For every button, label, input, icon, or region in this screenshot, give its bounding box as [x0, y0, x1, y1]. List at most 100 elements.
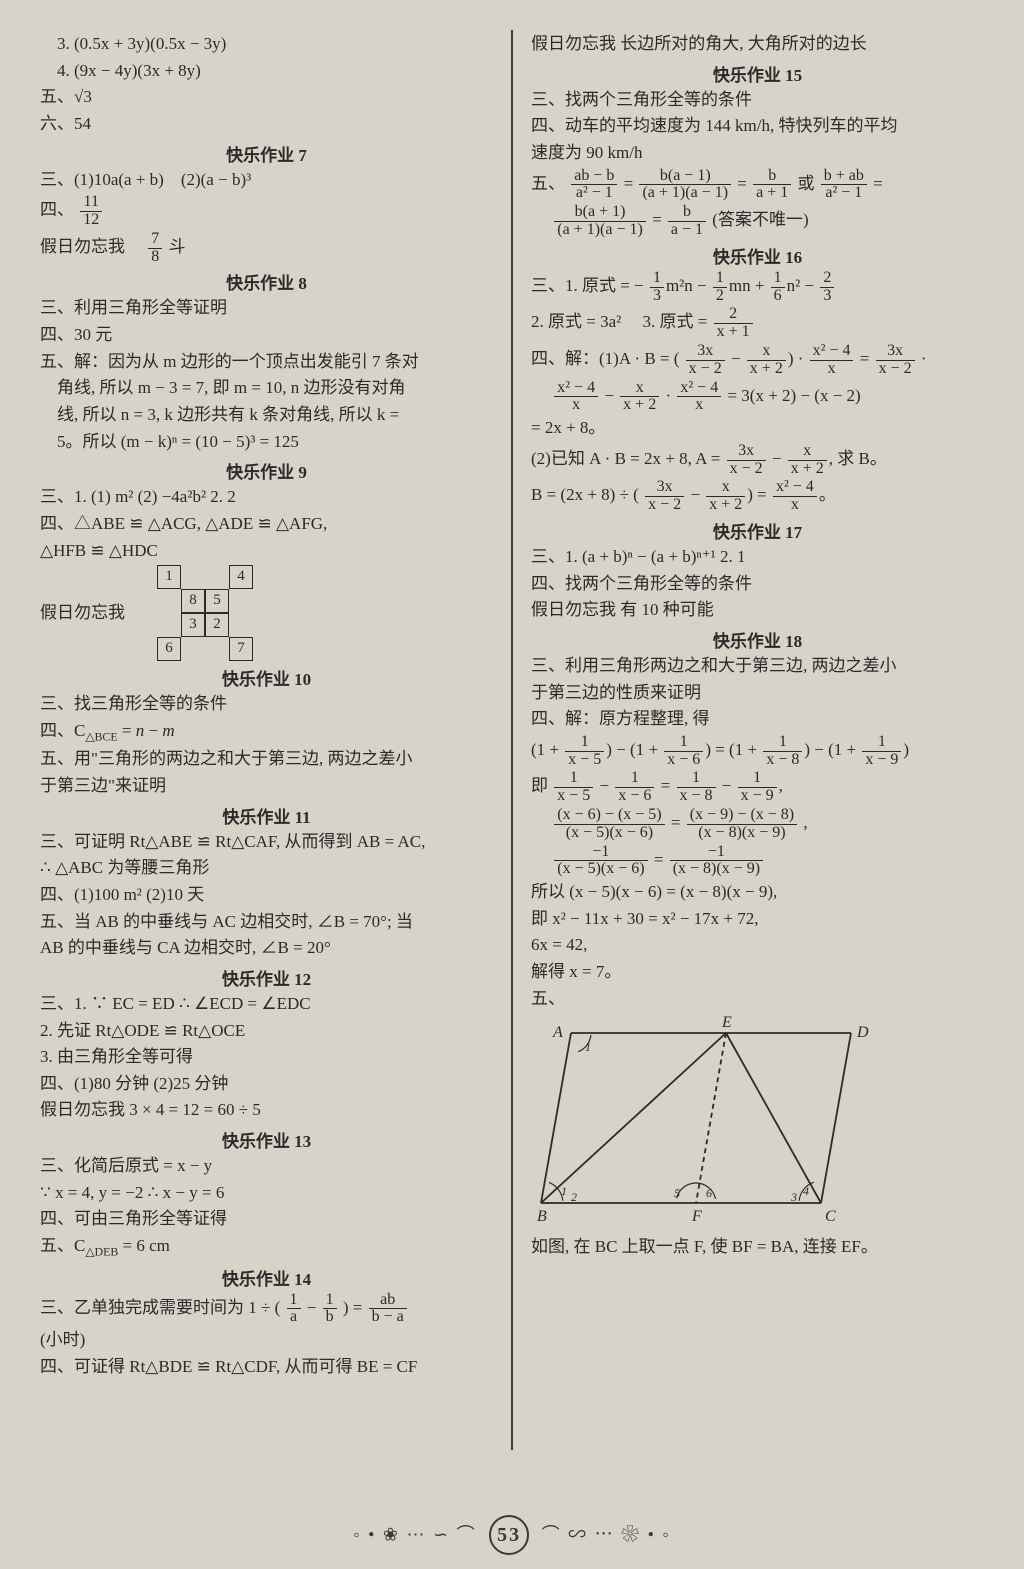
text: 三、利用三角形全等证明 [40, 296, 493, 321]
svg-text:1: 1 [561, 1184, 567, 1198]
fraction: b + aba² − 1 [821, 168, 867, 203]
text: ∵ x = 4, y = −2 ∴ x − y = 6 [40, 1181, 493, 1206]
ornament-icon: ◦ • ❀ ⋯ ∽ ⌒ [353, 1525, 476, 1545]
text: 三、(1)10a(a + b) (2)(a − b)³ [40, 168, 493, 193]
text: 5。所以 (m − k)ⁿ = (10 − 5)³ = 125 [40, 430, 493, 455]
text: 3. (0.5x + 3y)(0.5x − 3y) [40, 32, 493, 57]
text: 假日勿忘我 14853267 [40, 565, 493, 661]
fraction: 78 [148, 231, 162, 266]
heading-hw13: 快乐作业 13 [40, 1127, 493, 1152]
heading-hw8: 快乐作业 8 [40, 269, 493, 294]
text: 五、 ab − ba² − 1 = b(a − 1)(a + 1)(a − 1)… [531, 168, 984, 203]
fraction: ab − ba² − 1 [571, 168, 617, 203]
text: 2. 原式 = 3a² 3. 原式 = 2x + 1 [531, 306, 984, 341]
fraction: 1b [323, 1292, 337, 1327]
text: 假日勿忘我 3 × 4 = 12 = 60 ÷ 5 [40, 1098, 493, 1123]
page-number: 53 [489, 1515, 529, 1555]
text: 假日勿忘我 78 斗 [40, 231, 493, 266]
heading-hw18: 快乐作业 18 [531, 627, 984, 652]
ornament-icon: ⌒ ∽ ⋯ ❀ • ◦ [542, 1525, 671, 1545]
geometry-diagram: ADBCEF1234561 [531, 1013, 984, 1233]
fraction: 1a [287, 1292, 301, 1327]
heading-hw12: 快乐作业 12 [40, 965, 493, 990]
fraction: 23 [820, 270, 834, 305]
text: 三、找三角形全等的条件 [40, 692, 493, 717]
text: 五、 [531, 987, 984, 1012]
text: b(a + 1)(a + 1)(a − 1) = ba − 1 (答案不唯一) [531, 204, 984, 239]
svg-text:3: 3 [790, 1190, 797, 1204]
text: 三、化简后原式 = x − y [40, 1154, 493, 1179]
fraction: 16 [771, 270, 785, 305]
text: 假日勿忘我 长边所对的角大, 大角所对的边长 [531, 32, 984, 57]
text: 如图, 在 BC 上取一点 F, 使 BF = BA, 连接 EF。 [531, 1235, 984, 1260]
svg-text:4: 4 [803, 1184, 809, 1198]
svg-text:5: 5 [674, 1186, 680, 1200]
svg-text:2: 2 [571, 1190, 577, 1204]
text: 四、(1)100 m² (2)10 天 [40, 883, 493, 908]
text: 五、√3 [40, 85, 493, 110]
text: 五、解：因为从 m 边形的一个顶点出发能引 7 条对 [40, 350, 493, 375]
fraction: 2x + 1 [714, 306, 753, 341]
text: 四、找两个三角形全等的条件 [531, 572, 984, 597]
fraction: 1112 [80, 194, 102, 229]
right-column: 假日勿忘我 长边所对的角大, 大角所对的边长 快乐作业 15 三、找两个三角形全… [531, 30, 984, 1450]
svg-text:F: F [691, 1208, 702, 1225]
fraction: b(a + 1)(a + 1)(a − 1) [554, 204, 646, 239]
number-grid: 14853267 [133, 565, 277, 661]
svg-text:B: B [537, 1208, 547, 1225]
fraction: b(a − 1)(a + 1)(a − 1) [639, 168, 731, 203]
text: 三、可证明 Rt△ABE ≌ Rt△CAF, 从而得到 AB = AC, [40, 830, 493, 855]
text: 所以 (x − 5)(x − 6) = (x − 8)(x − 9), [531, 880, 984, 905]
text: = 2x + 8。 [531, 416, 984, 441]
text: 五、用"三角形的两边之和大于第三边, 两边之差小 [40, 747, 493, 772]
text: 四、C△BCE = n − m [40, 719, 493, 746]
text: (小时) [40, 1328, 493, 1353]
heading-hw14: 快乐作业 14 [40, 1265, 493, 1290]
heading-hw15: 快乐作业 15 [531, 61, 984, 86]
text: 假日勿忘我 有 10 种可能 [531, 598, 984, 623]
svg-text:A: A [552, 1024, 563, 1041]
text: 四、解：(1)A · B = ( 3xx − 2 − xx + 2) · x² … [531, 343, 984, 378]
left-column: 3. (0.5x + 3y)(0.5x − 3y) 4. (9x − 4y)(3… [40, 30, 493, 1450]
text: (2)已知 A · B = 2x + 8, A = 3xx − 2 − xx +… [531, 443, 984, 478]
text: 即 1x − 5 − 1x − 6 = 1x − 8 − 1x − 9, [531, 770, 984, 805]
text: AB 的中垂线与 CA 边相交时, ∠B = 20° [40, 936, 493, 961]
text: 三、1. (1) m² (2) −4a²b² 2. 2 [40, 485, 493, 510]
fraction: 12 [713, 270, 727, 305]
text: B = (2x + 8) ÷ ( 3xx − 2 − xx + 2) = x² … [531, 479, 984, 514]
text: 四、解：原方程整理, 得 [531, 707, 984, 732]
text: 五、C△DEB = 6 cm [40, 1234, 493, 1261]
text: 2. 先证 Rt△ODE ≌ Rt△OCE [40, 1019, 493, 1044]
page-footer: ◦ • ❀ ⋯ ∽ ⌒ 53 ⌒ ∽ ⋯ ❀ • ◦ [0, 1515, 1024, 1555]
svg-text:E: E [721, 1014, 732, 1031]
heading-hw10: 快乐作业 10 [40, 665, 493, 690]
text: 三、1. ∵ EC = ED ∴ ∠ECD = ∠EDC [40, 992, 493, 1017]
text: 四、 1112 [40, 194, 493, 229]
text: 四、△ABE ≌ △ACG, △ADE ≌ △AFG, [40, 512, 493, 537]
svg-text:C: C [825, 1208, 836, 1225]
text: 速度为 90 km/h [531, 141, 984, 166]
svg-text:D: D [856, 1024, 869, 1041]
text: 3. 由三角形全等可得 [40, 1045, 493, 1070]
fraction: ba − 1 [668, 204, 706, 239]
text: 于第三边"来证明 [40, 774, 493, 799]
text: x² − 4x − xx + 2 · x² − 4x = 3(x + 2) − … [531, 380, 984, 415]
text: 于第三边的性质来证明 [531, 681, 984, 706]
svg-text:6: 6 [706, 1186, 712, 1200]
text: 三、乙单独完成需要时间为 1 ÷ ( 1a − 1b ) = abb − a [40, 1292, 493, 1327]
text: 解得 x = 7。 [531, 960, 984, 985]
text: 五、当 AB 的中垂线与 AC 边相交时, ∠B = 70°; 当 [40, 910, 493, 935]
heading-hw9: 快乐作业 9 [40, 458, 493, 483]
text: 6x = 42, [531, 933, 984, 958]
text: 四、可由三角形全等证得 [40, 1207, 493, 1232]
text: (x − 6) − (x − 5)(x − 5)(x − 6) = (x − 9… [531, 807, 984, 842]
text: (1 + 1x − 5) − (1 + 1x − 6) = (1 + 1x − … [531, 734, 984, 769]
text: 三、利用三角形两边之和大于第三边, 两边之差小 [531, 654, 984, 679]
text: 六、54 [40, 112, 493, 137]
text: 四、可证得 Rt△BDE ≌ Rt△CDF, 从而可得 BE = CF [40, 1355, 493, 1380]
text: ∴ △ABC 为等腰三角形 [40, 856, 493, 881]
fraction: 13 [650, 270, 664, 305]
text: −1(x − 5)(x − 6) = −1(x − 8)(x − 9) [531, 844, 984, 879]
text: 三、1. (a + b)ⁿ − (a + b)ⁿ⁺¹ 2. 1 [531, 545, 984, 570]
text: 三、1. 原式 = − 13m²n − 12mn + 16n² − 23 [531, 270, 984, 305]
